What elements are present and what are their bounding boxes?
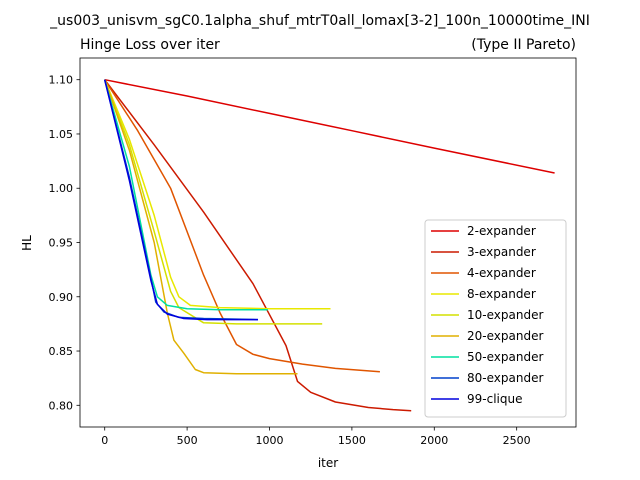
x-tick-label: 2500 (503, 434, 531, 447)
legend-label: 3-expander (467, 245, 536, 259)
y-axis-label: HL (20, 235, 34, 251)
legend-label: 10-expander (467, 308, 543, 322)
legend-label: 8-expander (467, 287, 536, 301)
y-tick-label: 0.85 (49, 345, 74, 358)
figure-suptitle: _us003_unisvm_sgC0.1alpha_shuf_mtrT0all_… (49, 13, 590, 29)
y-tick-label: 1.00 (49, 182, 74, 195)
chart-title-right: (Type II Pareto) (471, 37, 576, 53)
legend-label: 99-clique (467, 392, 522, 406)
x-axis-label: iter (318, 456, 338, 470)
series-line-4-expander (104, 79, 380, 373)
legend-label: 50-expander (467, 350, 543, 364)
series-line-3-expander (104, 79, 412, 412)
legend-label: 20-expander (467, 329, 543, 343)
legend-label: 2-expander (467, 224, 536, 238)
series-line-20-expander (103, 79, 298, 375)
chart-title-left: Hinge Loss over iter (80, 37, 220, 53)
y-tick-label: 0.90 (49, 291, 74, 304)
series-line-2-expander (104, 78, 555, 174)
y-tick-label: 0.95 (49, 237, 74, 250)
legend-label: 4-expander (467, 266, 536, 280)
x-tick-label: 1500 (338, 434, 366, 447)
y-tick-label: 0.80 (49, 399, 74, 412)
y-tick-label: 1.05 (49, 128, 74, 141)
legend: 2-expander 3-expander 4-expander 8-expander… (424, 219, 567, 418)
y-tick-label: 1.10 (49, 74, 74, 87)
x-tick-label: 1000 (256, 434, 284, 447)
series-line-99-clique (103, 79, 258, 321)
x-tick-label: 2000 (420, 434, 448, 447)
x-tick-label: 0 (101, 434, 108, 447)
legend-box (424, 219, 567, 418)
series-line-10-expander (103, 79, 323, 325)
series-line-8-expander (104, 79, 331, 310)
plot-area: 0 500 1000 1500 2000 2500 0.80 0.85 0.90 0.95 1.00… (49, 57, 577, 447)
series-line-50-expander (103, 79, 268, 311)
x-tick-label: 500 (177, 434, 198, 447)
legend-label: 80-expander (467, 371, 543, 385)
